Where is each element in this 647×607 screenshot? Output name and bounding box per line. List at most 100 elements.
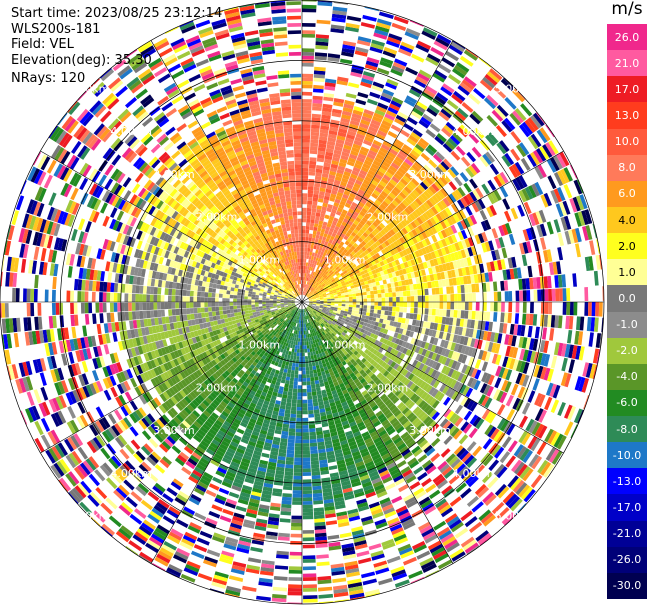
range-gate	[355, 256, 361, 262]
range-gate	[454, 242, 461, 251]
range-gate	[318, 293, 323, 296]
range-gate	[441, 57, 456, 68]
range-gate	[413, 289, 418, 296]
range-gate	[285, 457, 294, 462]
range-gate	[393, 240, 400, 248]
range-gate	[319, 132, 328, 138]
range-gate	[314, 292, 318, 295]
range-gate	[323, 195, 330, 201]
range-gate	[486, 114, 498, 127]
range-gate	[362, 288, 367, 293]
range-gate	[348, 291, 353, 295]
range-gate	[340, 58, 353, 65]
range-gate	[498, 225, 506, 237]
range-gate	[434, 95, 447, 105]
range-gate	[528, 213, 537, 227]
range-gate	[430, 46, 445, 57]
range-gate	[521, 254, 528, 266]
range-gate	[389, 202, 397, 210]
range-gate	[328, 280, 333, 285]
range-gate	[368, 149, 378, 157]
range-gate	[292, 362, 296, 367]
range-gate	[349, 226, 355, 232]
range-gate	[312, 95, 323, 101]
range-gate	[400, 219, 408, 228]
range-gate	[406, 137, 417, 147]
range-gate	[450, 294, 455, 302]
range-gate	[302, 331, 304, 335]
range-gate	[512, 110, 524, 124]
range-gate	[315, 268, 319, 273]
range-gate	[508, 291, 513, 302]
range-gate	[357, 222, 364, 229]
range-gate	[395, 170, 405, 178]
range-gate	[352, 109, 363, 116]
range-gate	[452, 68, 466, 79]
range-gate	[359, 308, 364, 312]
range-gate	[305, 276, 308, 281]
range-gate	[310, 460, 319, 465]
range-gate	[335, 222, 342, 228]
range-gate	[461, 293, 466, 302]
range-gate	[211, 504, 223, 512]
range-gate	[379, 270, 385, 276]
range-gate	[317, 1, 333, 7]
range-gate	[390, 219, 398, 227]
range-gate	[324, 229, 329, 235]
range-gate	[473, 127, 485, 139]
range-gate	[405, 247, 412, 255]
range-gate	[421, 231, 428, 239]
range-gate	[324, 281, 329, 285]
range-gate	[341, 295, 346, 298]
range-gate	[335, 138, 345, 145]
range-gate	[323, 96, 334, 102]
range-gate	[369, 223, 376, 230]
range-gate	[527, 117, 539, 131]
range-gate	[483, 97, 496, 110]
range-gate	[308, 182, 315, 187]
range-gate	[423, 201, 431, 210]
range-gate	[311, 113, 321, 119]
range-gate	[302, 160, 309, 165]
range-gate	[385, 154, 395, 162]
range-gate	[522, 290, 527, 302]
range-gate	[532, 378, 540, 391]
range-gate	[526, 290, 531, 302]
range-gate	[434, 180, 443, 190]
range-gate	[442, 83, 455, 94]
range-gate	[335, 272, 340, 277]
range-gate	[318, 143, 327, 148]
range-gate	[390, 124, 401, 133]
range-gate	[302, 120, 311, 125]
range-gate	[341, 51, 354, 58]
range-gate	[481, 361, 489, 372]
range-gate	[323, 265, 328, 270]
range-gate	[583, 394, 592, 411]
range-gate	[311, 283, 314, 287]
range-gate	[341, 282, 346, 287]
range-gate	[441, 209, 450, 219]
range-gate	[345, 306, 349, 310]
range-gate	[357, 39, 371, 47]
range-gate	[327, 534, 340, 540]
range-gate	[386, 40, 400, 48]
range-gate	[399, 212, 406, 220]
range-gate	[362, 308, 367, 312]
range-gate	[354, 136, 364, 143]
range-gate	[353, 284, 358, 288]
range-gate	[346, 199, 353, 205]
range-gate	[345, 137, 354, 144]
range-gate	[443, 124, 455, 135]
range-gate	[437, 190, 446, 200]
range-gate	[355, 46, 369, 54]
range-gate	[284, 475, 293, 480]
range-gate	[374, 29, 389, 37]
range-gate	[318, 286, 323, 290]
range-gate	[412, 146, 423, 156]
range-gate	[350, 71, 363, 78]
range-gate	[471, 110, 484, 122]
range-gate	[288, 584, 302, 589]
range-gate	[344, 141, 353, 147]
range-gate	[307, 355, 312, 360]
range-gate	[357, 153, 367, 160]
